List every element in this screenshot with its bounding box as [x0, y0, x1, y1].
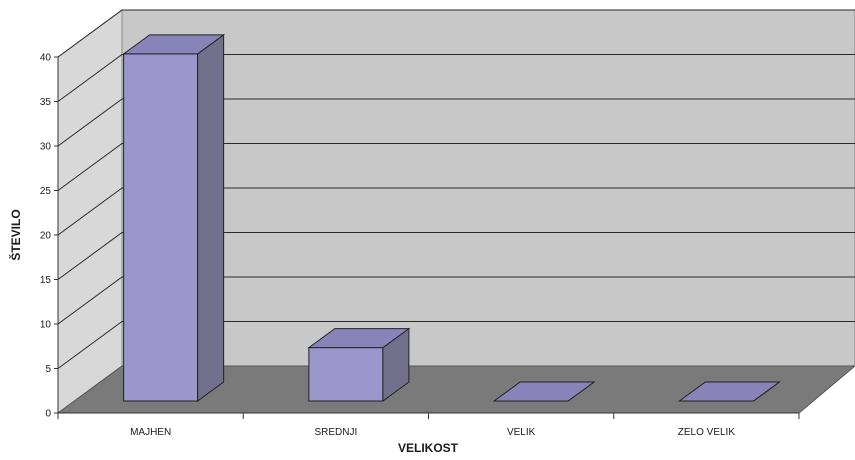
- y-tick-label: 5: [45, 364, 51, 375]
- bar-srednji: [309, 329, 409, 401]
- y-tick-label: 10: [40, 320, 52, 331]
- x-axis-title: VELIKOST: [398, 441, 459, 455]
- bar-front: [124, 54, 198, 401]
- y-tick-label: 40: [40, 53, 52, 64]
- y-tick-label: 35: [40, 97, 52, 108]
- x-tick-label: VELIK: [507, 427, 536, 438]
- bar-majhen: [124, 35, 224, 401]
- x-tick-label: MAJHEN: [130, 427, 171, 438]
- bar-front: [309, 348, 383, 401]
- y-tick-label: 0: [45, 409, 51, 420]
- x-tick-label: ZELO VELIK: [678, 427, 736, 438]
- y-axis-title: ŠTEVILO: [8, 209, 23, 260]
- x-tick-label: SREDNJI: [314, 427, 357, 438]
- bar-side: [198, 35, 224, 401]
- y-tick-label: 25: [40, 186, 52, 197]
- y-tick-label: 30: [40, 142, 52, 153]
- y-tick-label: 20: [40, 231, 52, 242]
- y-tick-label: 15: [40, 275, 52, 286]
